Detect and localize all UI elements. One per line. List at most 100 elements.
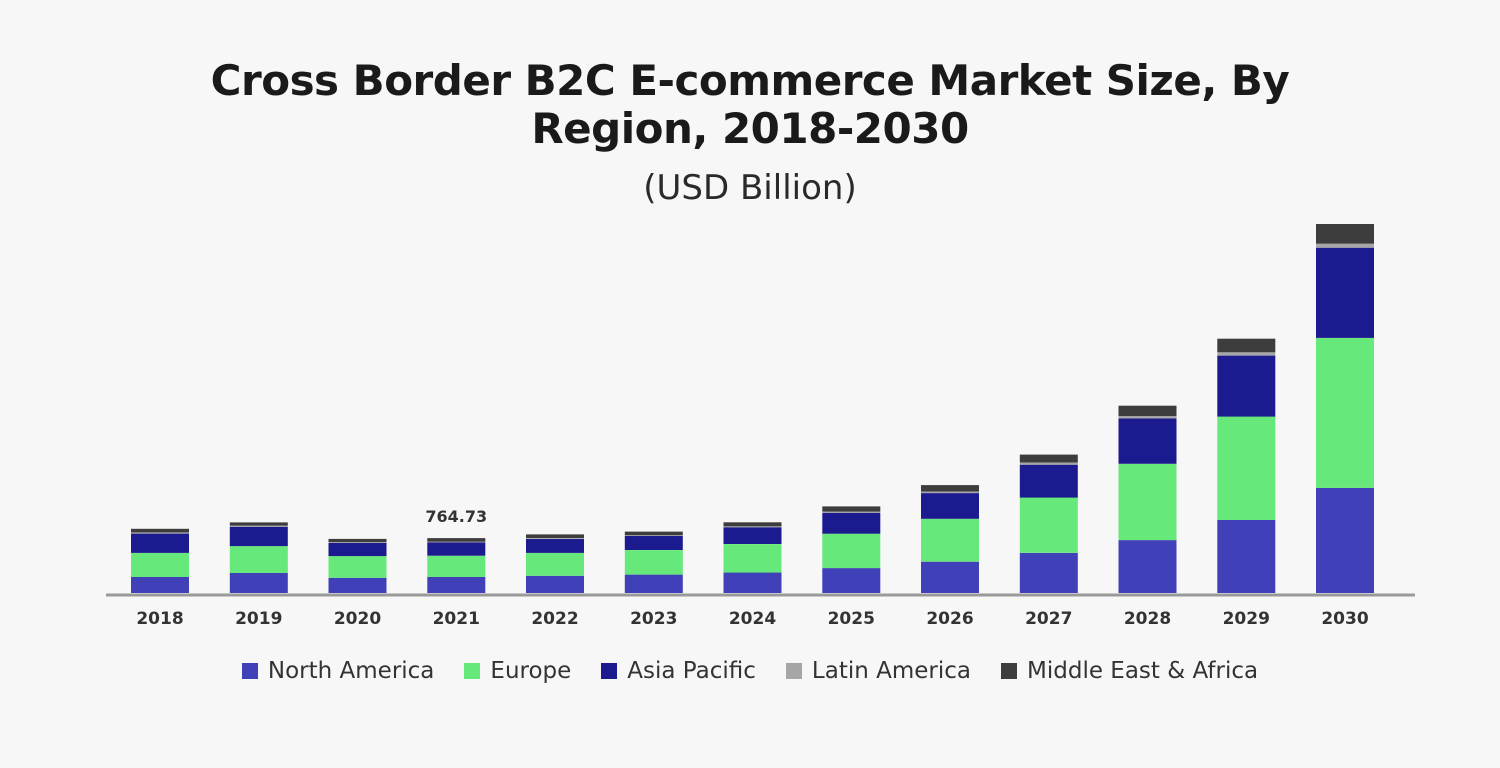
- bar-2030-asia-pacific: [1316, 247, 1374, 338]
- legend-swatch-latin-america: [785, 663, 802, 679]
- bar-2025-north-america: [822, 568, 881, 593]
- legend-item-europe: Europe: [464, 658, 571, 684]
- bar-2027-asia-pacific: [1019, 464, 1078, 498]
- bar-2028-asia-pacific: [1118, 418, 1177, 464]
- chart-title-line-2: Region, 2018-2030: [531, 104, 969, 153]
- legend-label-north-america: North America: [267, 658, 435, 684]
- legend-item-asia-pacific: Asia Pacific: [601, 658, 756, 684]
- bar-2019-middle-east-and-africa: [229, 522, 288, 526]
- bar-2029-europe: [1217, 416, 1276, 520]
- legend-label-middle-east-and-africa: Middle East & Africa: [1027, 658, 1259, 684]
- bar-2028-latin-america: [1118, 416, 1177, 419]
- bar-2022-asia-pacific: [526, 538, 584, 553]
- bar-2022-latin-america: [526, 538, 584, 539]
- bar-2026-latin-america: [921, 491, 979, 494]
- bar-2021-middle-east-and-africa: [427, 538, 486, 542]
- chart-title-line-1: Cross Border B2C E-commerce Market Size,…: [210, 56, 1290, 105]
- legend: North America Europe Asia Pacific Latin Ame…: [0, 658, 1500, 684]
- bar-2018-europe: [131, 552, 189, 577]
- x-tick-label-2024: 2024: [729, 609, 776, 629]
- bar-2026-europe: [921, 518, 979, 562]
- bar-2020-middle-east-and-africa: [328, 538, 387, 543]
- bar-2026-middle-east-and-africa: [921, 485, 979, 492]
- bar-2023-europe: [624, 550, 683, 575]
- bar-2028-middle-east-and-africa: [1118, 405, 1177, 417]
- bar-2026-asia-pacific: [921, 493, 979, 519]
- x-tick-label-2022: 2022: [531, 609, 578, 629]
- bar-2026-north-america: [921, 561, 979, 593]
- bar-2022-europe: [526, 552, 584, 576]
- legend-label-asia-pacific: Asia Pacific: [627, 658, 756, 684]
- bar-2019-latin-america: [229, 525, 288, 527]
- bar-2022-middle-east-and-africa: [526, 534, 584, 538]
- bar-2020-north-america: [328, 577, 387, 593]
- bar-2028-europe: [1118, 463, 1177, 541]
- bar-2018-latin-america: [131, 532, 189, 534]
- bar-2025-middle-east-and-africa: [822, 506, 881, 512]
- bar-2023-latin-america: [624, 535, 683, 536]
- bar-2027-north-america: [1019, 552, 1078, 593]
- bar-2027-europe: [1019, 497, 1078, 553]
- x-tick-label-2021: 2021: [433, 609, 480, 629]
- x-tick-label-2018: 2018: [136, 609, 183, 629]
- chart-subtitle: (USD Billion): [643, 168, 857, 208]
- bar-2023-north-america: [624, 574, 683, 593]
- bar-2019-asia-pacific: [229, 526, 288, 547]
- bar-2030-latin-america: [1316, 243, 1374, 248]
- bar-2027-latin-america: [1019, 462, 1078, 465]
- bar-2029-north-america: [1217, 520, 1276, 593]
- bar-2022-north-america: [526, 575, 584, 593]
- bar-2018-middle-east-and-africa: [131, 528, 189, 533]
- legend-label-latin-america: Latin America: [811, 658, 972, 684]
- bar-2023-asia-pacific: [624, 536, 683, 550]
- legend-item-north-america: North America: [241, 658, 435, 684]
- bar-2019-north-america: [229, 572, 288, 593]
- x-axis-ticks: 2018 2019 2020 2021 2022 2023 2024 2025 2026 2027…: [136, 609, 1368, 629]
- bar-2024-europe: [723, 544, 782, 573]
- bar-2030-middle-east-and-africa: [1316, 224, 1374, 244]
- bar-2018-asia-pacific: [131, 533, 189, 553]
- legend-item-middle-east-and-africa: Middle East & Africa: [1001, 658, 1258, 684]
- bar-2024-north-america: [723, 572, 782, 593]
- legend-label-europe: Europe: [490, 658, 572, 684]
- x-tick-label-2030: 2030: [1321, 609, 1368, 629]
- bar-2021-north-america: [427, 577, 486, 593]
- data-labels: 764.73: [425, 507, 487, 526]
- bar-2023-middle-east-and-africa: [624, 531, 683, 536]
- x-tick-label-2023: 2023: [630, 609, 677, 629]
- legend-swatch-middle-east-and-africa: [1001, 663, 1018, 679]
- x-tick-label-2020: 2020: [334, 609, 381, 629]
- bar-2020-latin-america: [328, 542, 387, 543]
- legend-swatch-north-america: [241, 663, 258, 679]
- bar-2018-north-america: [131, 577, 189, 593]
- bar-2025-europe: [822, 533, 881, 569]
- bar-2025-latin-america: [822, 511, 881, 513]
- bar-2021-latin-america: [427, 541, 486, 543]
- bar-2021-asia-pacific: [427, 542, 486, 556]
- bar-2030-europe: [1316, 337, 1374, 488]
- bars-layer: [131, 224, 1374, 593]
- data-label-2021: 764.73: [425, 507, 487, 526]
- x-tick-label-2019: 2019: [235, 609, 282, 629]
- legend-swatch-europe: [464, 663, 481, 679]
- legend-swatch-asia-pacific: [601, 663, 618, 679]
- x-tick-label-2028: 2028: [1124, 609, 1171, 629]
- bar-2029-asia-pacific: [1217, 355, 1276, 417]
- bar-2019-europe: [229, 546, 288, 573]
- bar-2030-north-america: [1316, 487, 1374, 593]
- bar-2025-asia-pacific: [822, 512, 881, 534]
- x-tick-label-2026: 2026: [926, 609, 973, 629]
- bar-2021-europe: [427, 555, 486, 577]
- x-tick-label-2029: 2029: [1223, 609, 1270, 629]
- x-tick-label-2025: 2025: [828, 609, 875, 629]
- bar-2029-middle-east-and-africa: [1217, 338, 1276, 353]
- bar-2027-middle-east-and-africa: [1019, 454, 1078, 463]
- bar-2028-north-america: [1118, 540, 1177, 593]
- bar-2024-middle-east-and-africa: [723, 522, 782, 527]
- bar-2020-europe: [328, 556, 387, 578]
- bar-2024-latin-america: [723, 526, 782, 528]
- x-tick-label-2027: 2027: [1025, 609, 1072, 629]
- legend-item-latin-america: Latin America: [785, 658, 972, 684]
